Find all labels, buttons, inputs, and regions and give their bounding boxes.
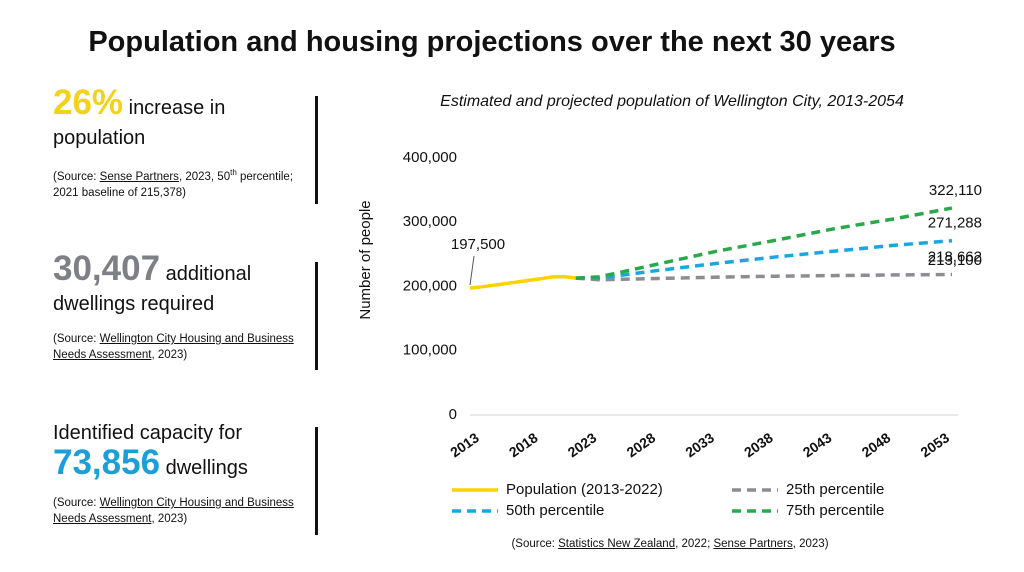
legend-label: Population (2013-2022) bbox=[506, 481, 663, 498]
x-tick-label: 2043 bbox=[800, 429, 835, 460]
text: , 2023) bbox=[792, 538, 829, 550]
x-tick-label: 2028 bbox=[623, 429, 658, 460]
text: , 2023) bbox=[151, 513, 188, 525]
text: , 2023) bbox=[151, 349, 188, 361]
data-label: 213,100 bbox=[928, 252, 982, 269]
text: (Source: bbox=[53, 333, 100, 345]
text: (Source: bbox=[53, 497, 100, 509]
legend-label: 50th percentile bbox=[506, 502, 604, 519]
data-label: 271,288 bbox=[928, 215, 982, 232]
text: (Source: bbox=[53, 170, 100, 183]
x-tick-label: 2018 bbox=[506, 429, 541, 460]
legend-label: 25th percentile bbox=[786, 481, 884, 498]
highlight-number: 26% bbox=[53, 83, 124, 122]
label-leader bbox=[469, 256, 475, 286]
stat-source: (Source: Sense Partners, 2023, 50th perc… bbox=[53, 165, 303, 201]
x-tick-label: 2013 bbox=[447, 429, 482, 460]
text: Identified capacity for bbox=[53, 422, 242, 444]
text: th bbox=[230, 168, 237, 177]
stat-source: (Source: Wellington City Housing and Bus… bbox=[53, 495, 303, 527]
source-link: Wellington City Housing and Business Nee… bbox=[53, 333, 294, 361]
data-label: 218,662 bbox=[928, 248, 982, 265]
chart-title: Estimated and projected population of We… bbox=[440, 93, 904, 110]
text: (Source: bbox=[511, 538, 559, 550]
text: population bbox=[53, 127, 146, 149]
source-link: Sense Partners bbox=[713, 538, 793, 550]
stat-source: (Source: Wellington City Housing and Bus… bbox=[53, 331, 303, 363]
x-tick-label: 2048 bbox=[859, 429, 894, 460]
text: increase in bbox=[123, 97, 226, 119]
data-label: 322,110 bbox=[929, 182, 982, 199]
stat-line: population bbox=[53, 123, 303, 153]
source-link: Sense Partners bbox=[99, 170, 179, 183]
divider bbox=[315, 262, 318, 370]
source-link: Statistics New Zealand bbox=[558, 538, 676, 550]
text: dwellings bbox=[160, 457, 248, 479]
source-link: Wellington City Housing and Business Nee… bbox=[53, 497, 294, 525]
stat-block: 26% increase in population (Source: Sense … bbox=[53, 85, 303, 201]
text: , 2023, 50 bbox=[178, 170, 231, 183]
y-tick-label: 400,000 bbox=[403, 149, 457, 166]
series-line bbox=[469, 274, 577, 290]
x-tick-label: 2023 bbox=[565, 429, 600, 460]
series-line bbox=[575, 238, 953, 280]
data-label: 197,500 bbox=[451, 236, 505, 253]
x-tick-label: 2038 bbox=[741, 429, 776, 460]
divider bbox=[315, 427, 318, 535]
text: additional bbox=[160, 263, 252, 285]
y-tick-label: 200,000 bbox=[403, 277, 457, 294]
highlight-number: 73,856 bbox=[53, 443, 161, 482]
y-tick-label: 300,000 bbox=[403, 213, 457, 230]
page-title: Population and housing projections over … bbox=[88, 26, 896, 58]
series-line bbox=[575, 206, 953, 280]
y-tick-label: 0 bbox=[449, 406, 457, 423]
stat-block: Identified capacity for 73,856 dwellings (… bbox=[53, 418, 303, 527]
x-tick-label: 2033 bbox=[682, 429, 717, 460]
text: percentile; 2021 baseline of 215,378) bbox=[53, 170, 294, 199]
divider bbox=[315, 96, 318, 204]
series-line bbox=[575, 272, 953, 282]
stat-line: 26% increase in bbox=[53, 85, 303, 123]
stat-line: Identified capacity for bbox=[53, 418, 303, 448]
y-axis-label: Number of people bbox=[357, 200, 374, 319]
chart-source: (Source: Statistics New Zealand, 2022; S… bbox=[420, 538, 920, 550]
stat-block: 30,407 additional dwellings required (Sour… bbox=[53, 251, 303, 363]
text: , 2022; bbox=[675, 538, 714, 550]
stat-line: dwellings required bbox=[53, 289, 303, 319]
stat-line: 73,856 dwellings bbox=[53, 445, 303, 483]
x-tick-label: 2053 bbox=[917, 429, 952, 460]
legend-label: 75th percentile bbox=[786, 502, 884, 519]
text: dwellings required bbox=[53, 293, 215, 315]
y-tick-label: 100,000 bbox=[403, 342, 457, 359]
highlight-number: 30,407 bbox=[53, 249, 161, 288]
stat-line: 30,407 additional bbox=[53, 251, 303, 289]
